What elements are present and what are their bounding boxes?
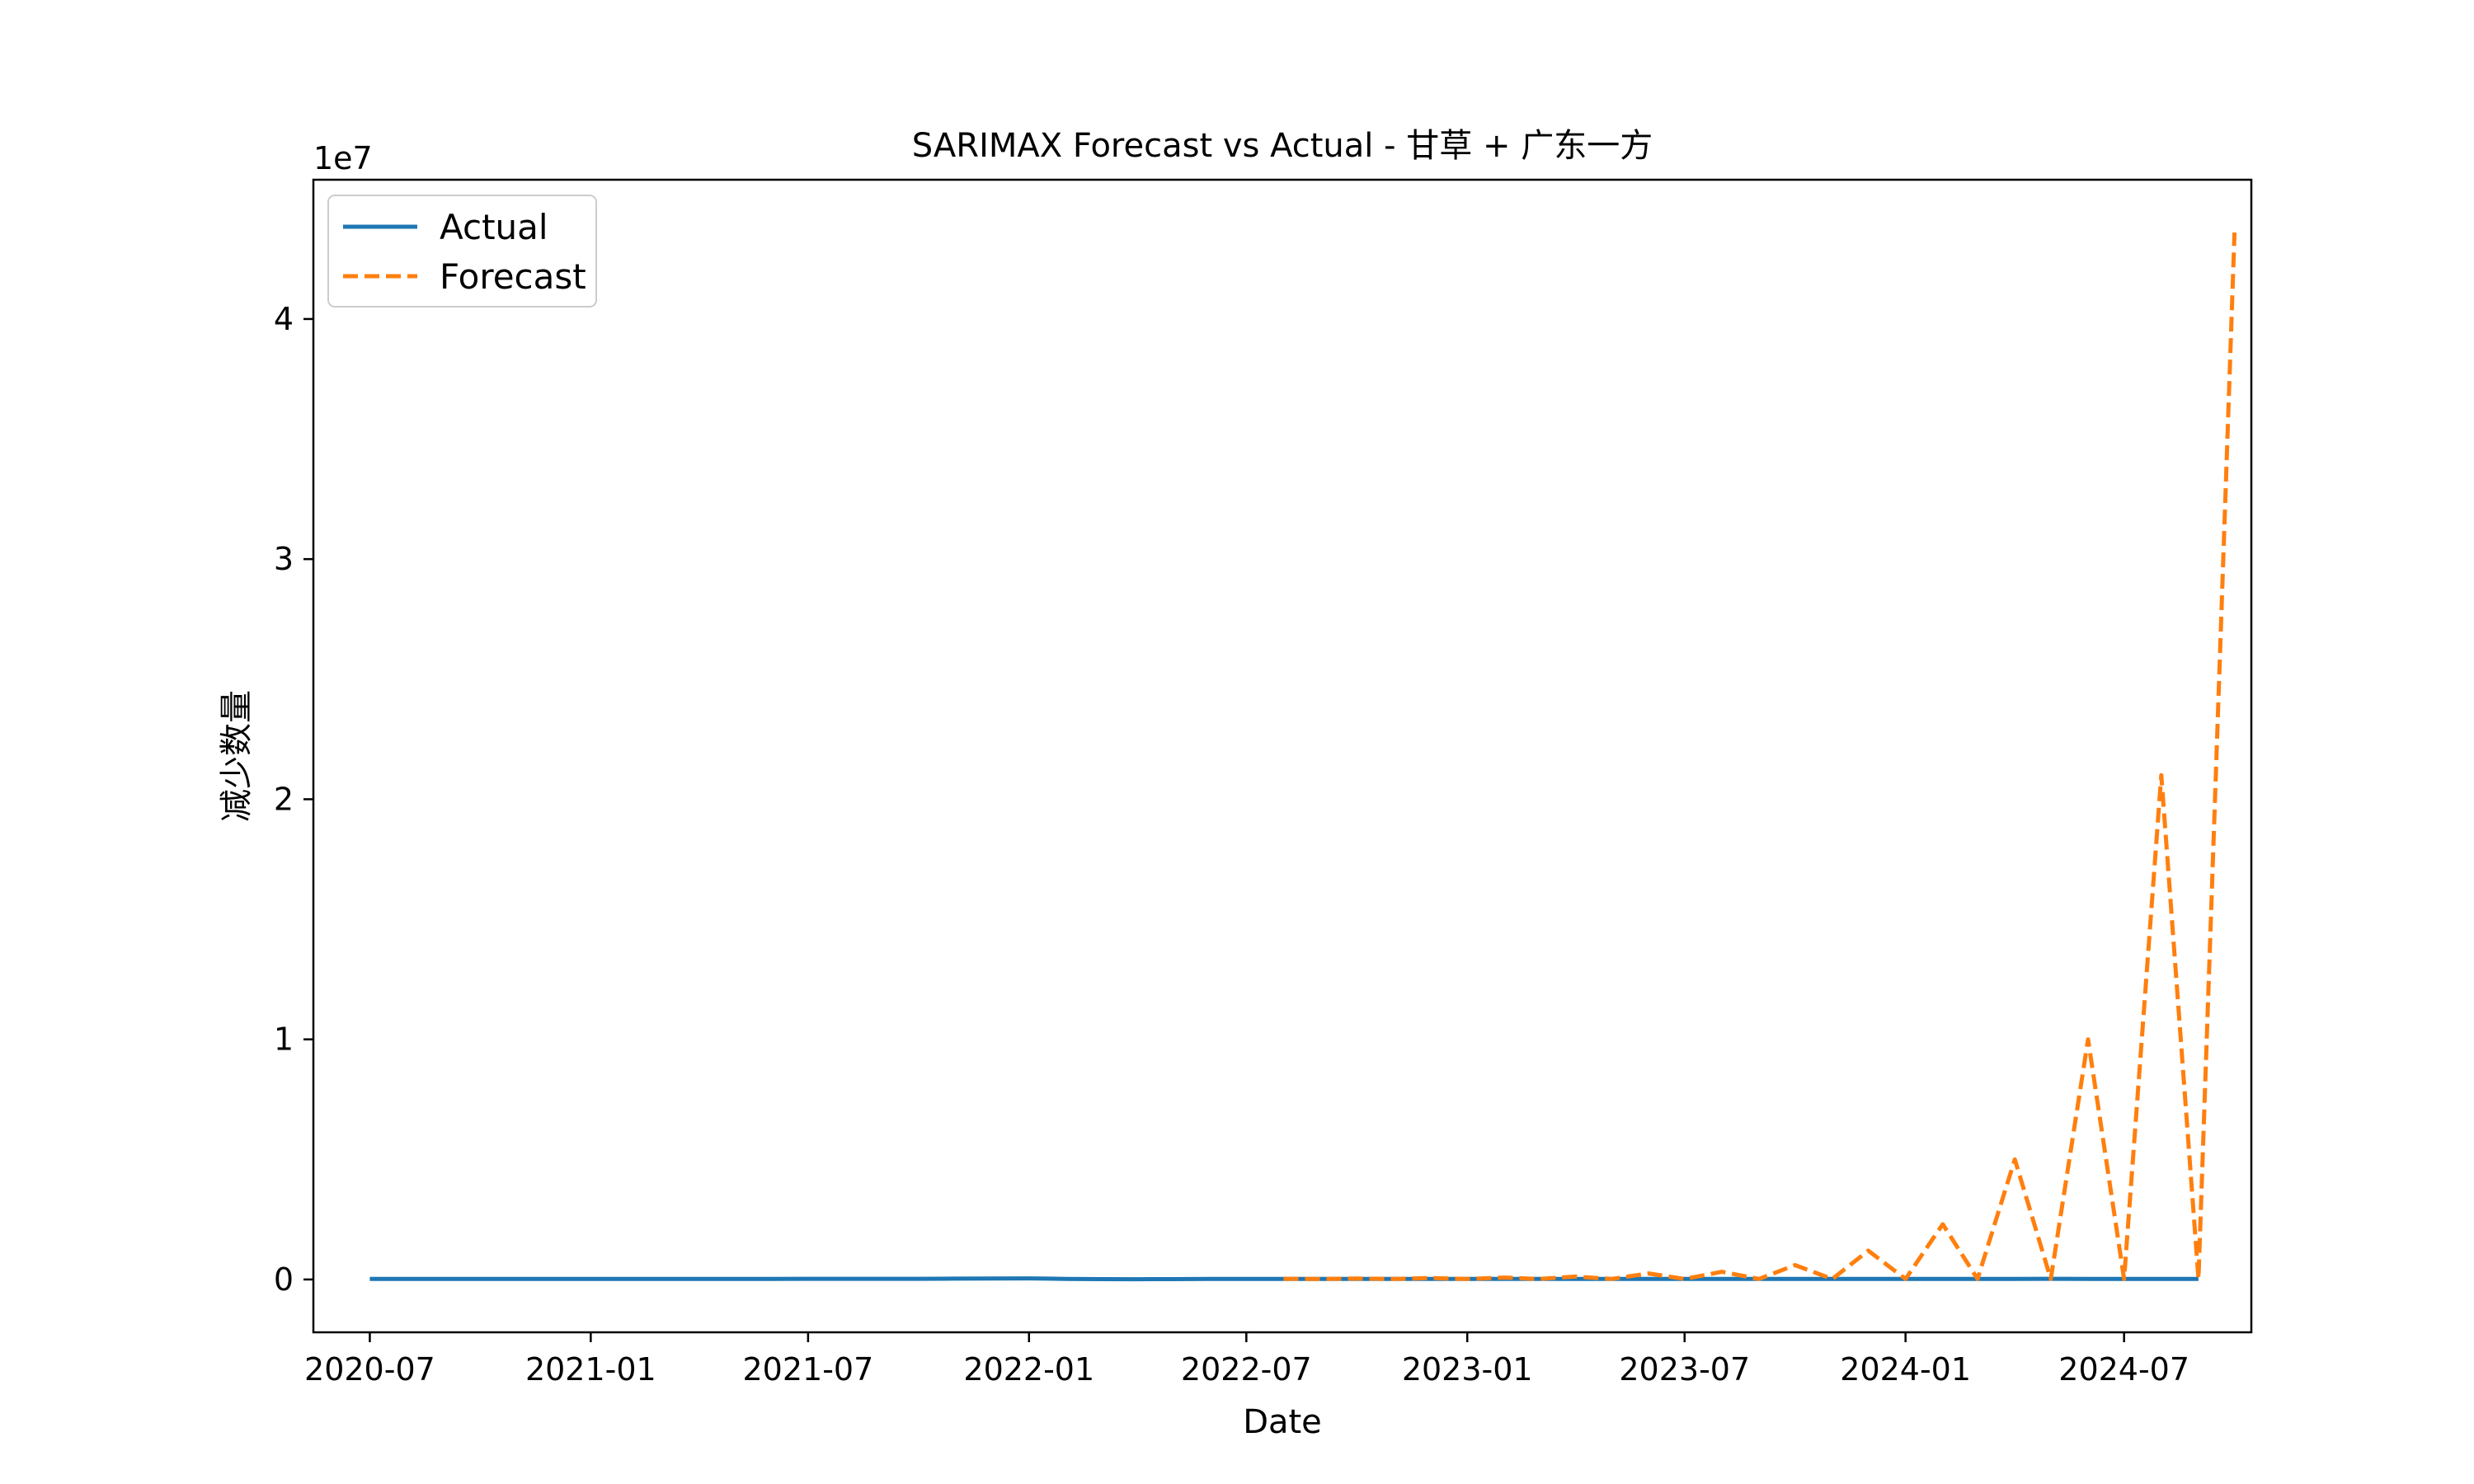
- y-axis: 0 1 2 3 4: [274, 301, 313, 1298]
- x-tick-label: 2022-07: [1181, 1351, 1312, 1388]
- x-tick-label: 2021-07: [742, 1351, 873, 1388]
- x-tick-label: 2022-01: [963, 1351, 1094, 1388]
- legend-box: [327, 195, 597, 308]
- x-tick-label: 2024-07: [2058, 1351, 2189, 1388]
- x-axis-label: Date: [1243, 1403, 1322, 1441]
- plot-area: [369, 232, 2237, 1282]
- x-tick-label: 2024-01: [1840, 1351, 1971, 1388]
- plot-frame: [312, 178, 2253, 1334]
- x-tick-label: 2021-01: [525, 1351, 656, 1388]
- x-tick-label: 2023-01: [1402, 1351, 1533, 1388]
- y-tick-label: 1: [274, 1021, 294, 1058]
- x-tick-label: 2020-07: [304, 1351, 435, 1388]
- x-tick-label: 2023-07: [1619, 1351, 1750, 1388]
- y-tick-label: 4: [274, 301, 294, 337]
- y-tick-label: 0: [274, 1261, 294, 1298]
- x-axis: 2020-07 2021-01 2021-07 2022-01 2022-07 2023-…: [304, 1332, 2189, 1388]
- legend-label-forecast: Forecast: [440, 256, 586, 297]
- y-tick-label: 2: [274, 781, 294, 817]
- legend-label-actual: Actual: [440, 207, 548, 247]
- chart-title: SARIMAX Forecast vs Actual - 甘草 + 广东一方: [912, 127, 1653, 165]
- y-axis-label: 减少数量: [218, 690, 256, 822]
- series-line-forecast: [1283, 232, 2237, 1281]
- y-multiplier-label: 1e7: [313, 140, 373, 176]
- legend: Actual Forecast: [327, 195, 597, 308]
- y-tick-label: 3: [274, 541, 294, 577]
